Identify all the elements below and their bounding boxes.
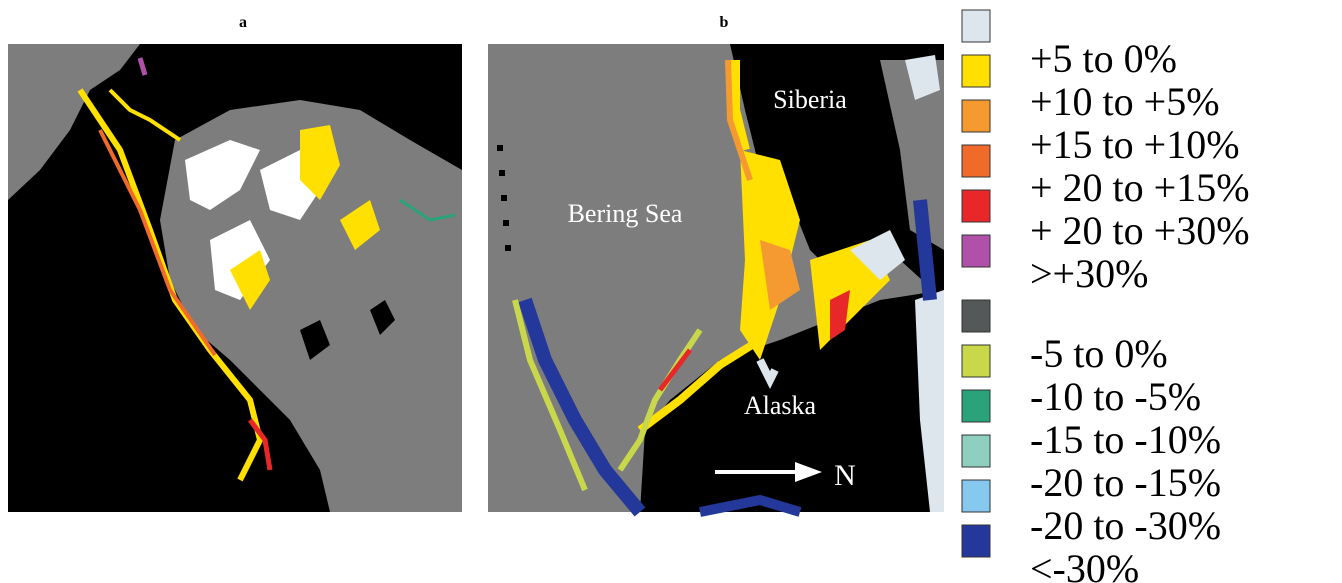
legend-swatch	[962, 390, 990, 422]
legend-label: +10 to +5%	[1030, 79, 1220, 124]
arrow-label: N	[834, 459, 856, 492]
legend-label: >+30%	[1030, 251, 1148, 296]
panel-label: a	[239, 14, 247, 31]
place-label: Siberia	[773, 85, 847, 114]
legend-swatch	[962, 100, 990, 132]
legend-swatch	[962, 55, 990, 87]
legend-label: -10 to -5%	[1030, 374, 1201, 419]
legend-swatch	[962, 435, 990, 467]
figure: a b	[0, 0, 1342, 583]
place-label: Bering Sea	[568, 199, 683, 228]
panel-label: b	[720, 14, 729, 31]
place-label: Alaska	[744, 391, 817, 420]
legend-label: + 20 to +30%	[1030, 208, 1250, 253]
legend-label: -15 to -10%	[1030, 417, 1221, 462]
legend-label: -20 to -30%	[1030, 503, 1221, 548]
legend-label: +5 to 0%	[1030, 36, 1177, 81]
legend-label: -5 to 0%	[1030, 331, 1168, 376]
legend-swatch	[962, 525, 990, 557]
legend-swatch	[962, 235, 990, 267]
legend-label: +15 to +10%	[1030, 122, 1240, 167]
legend-swatch	[962, 10, 990, 42]
legend-swatch	[962, 190, 990, 222]
legend-swatch	[962, 145, 990, 177]
legend-label: -20 to -15%	[1030, 460, 1221, 505]
legend: +5 to 0%+10 to +5%+15 to +10%+ 20 to +15…	[962, 10, 1250, 583]
legend-swatch	[962, 345, 990, 377]
map-a	[8, 44, 462, 512]
map-b: Siberia Bering Sea Alaska N	[488, 44, 944, 512]
legend-swatch	[962, 480, 990, 512]
page: a b	[0, 0, 1342, 583]
legend-label: <-30%	[1030, 546, 1139, 583]
legend-label: + 20 to +15%	[1030, 165, 1250, 210]
legend-swatch	[962, 300, 990, 332]
